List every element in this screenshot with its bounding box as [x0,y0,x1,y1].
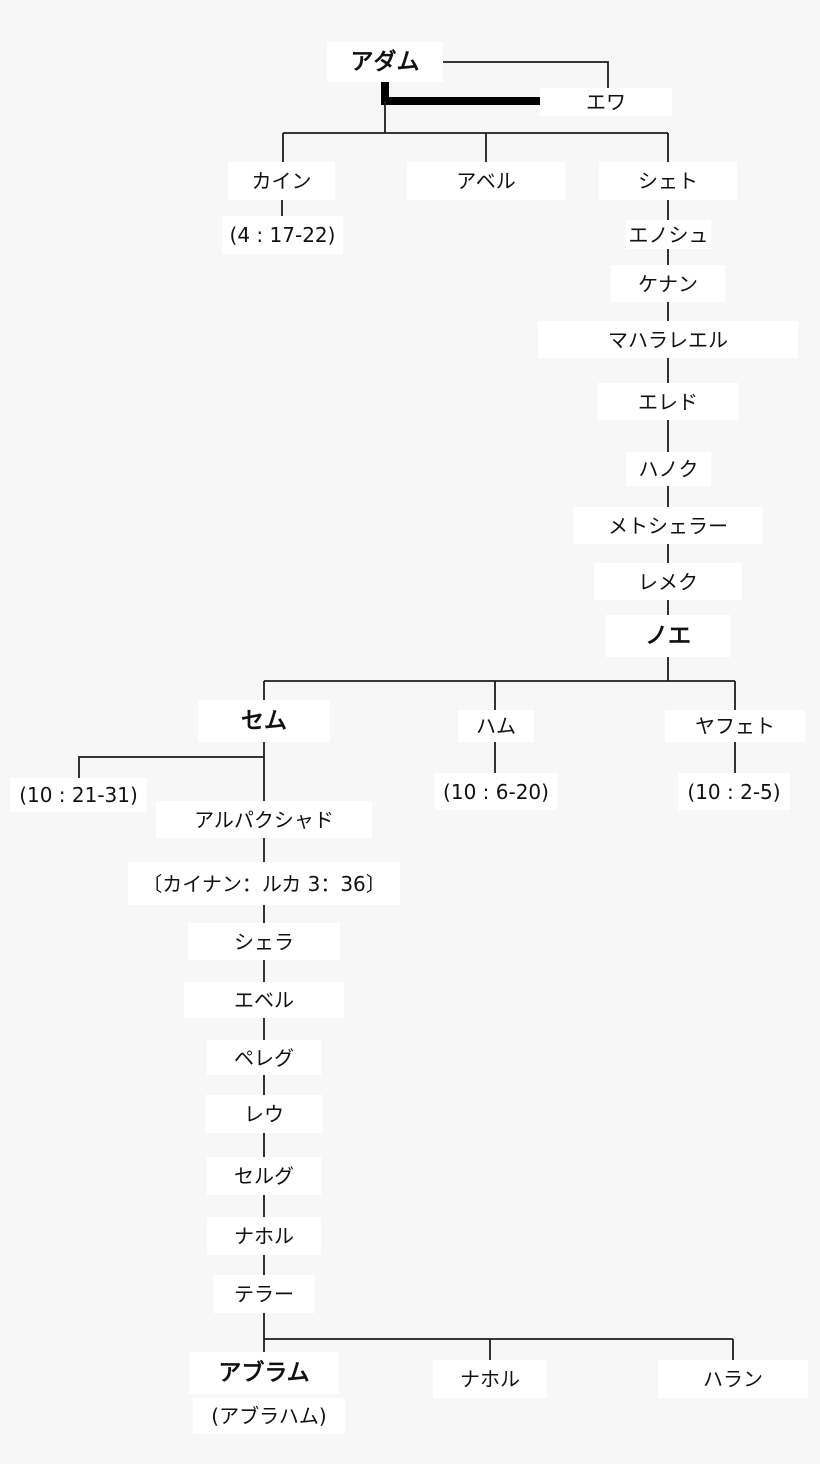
node-cainan-note: 〔カイナン：ルカ 3：36〕 [128,862,400,905]
node-terah: テラー [213,1275,315,1313]
marriage-line-adam-eve [381,82,540,105]
node-adam: アダム [327,42,443,82]
node-arpachshad: アルパクシャド [156,801,372,838]
node-peleg: ペレグ [207,1040,321,1075]
node-eber: エベル [184,982,344,1018]
node-methuselah: メトシェラー [573,507,763,544]
node-cain-ref: (4 : 17-22) [222,216,343,254]
node-ham: ハム [458,710,534,742]
node-mahalalel: マハラレエル [538,321,798,358]
node-nahor-sr: ナホル [207,1217,321,1255]
node-ham-ref: (10 : 6-20) [435,773,557,810]
node-nahor-jr: ナホル [433,1360,547,1398]
node-seth: シェト [599,162,737,200]
node-reu: レウ [205,1095,323,1133]
node-japheth: ヤフェト [665,710,805,742]
node-enosh: エノシュ [626,220,711,249]
node-serug: セルグ [207,1157,321,1195]
node-abram-alt-name: (アブラハム) [193,1398,345,1434]
node-abel: アベル [407,162,565,200]
node-japheth-ref: (10 : 2-5) [678,773,790,810]
node-shem-ref: (10 : 21-31) [10,778,147,812]
connector-adam-eve-top [443,61,609,88]
connector-shem-ref-branch [78,756,264,778]
node-enoch: ハノク [626,452,711,486]
node-haran: ハラン [658,1360,808,1398]
node-lamech: レメク [594,563,742,600]
node-cain: カイン [228,162,335,200]
node-abram: アブラム [189,1352,339,1394]
node-shem: セム [198,700,330,742]
node-jared: エレド [597,383,739,420]
node-shelah: シェラ [188,923,340,960]
node-kenan: ケナン [611,265,725,302]
node-eve: エワ [540,88,672,116]
node-noah: ノエ [605,615,731,657]
